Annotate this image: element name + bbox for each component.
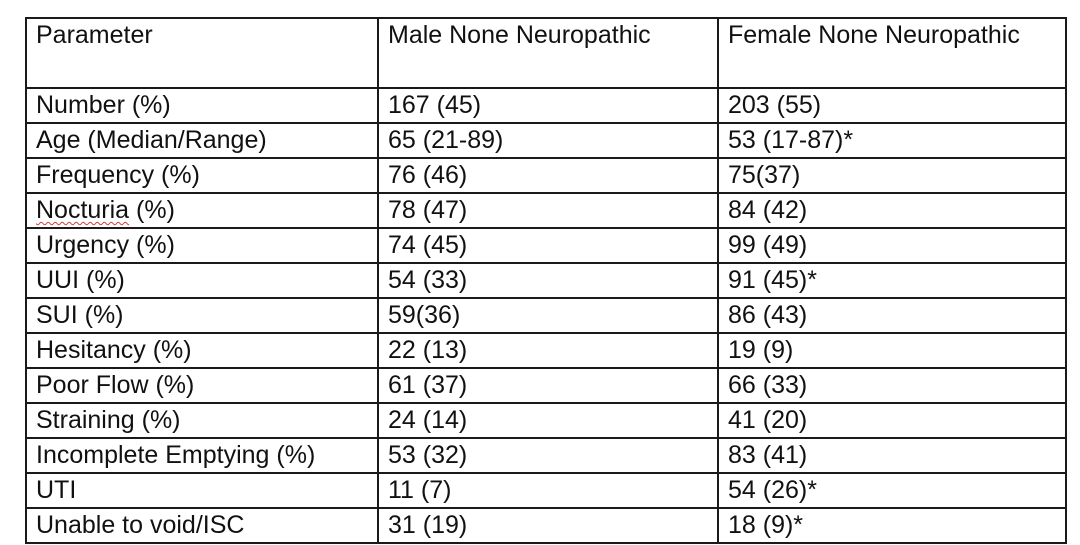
female-value-cell: 99 (49) bbox=[717, 227, 1067, 264]
parameter-cell: Straining (%) bbox=[25, 402, 379, 439]
header-male-none-neuropathic: Male None Neuropathic bbox=[377, 17, 719, 89]
female-value-cell: 41 (20) bbox=[717, 402, 1067, 439]
table-row: Frequency (%) 76 (46) 75(37) bbox=[25, 157, 1067, 194]
male-value-cell: 31 (19) bbox=[377, 507, 719, 544]
male-value-cell: 24 (14) bbox=[377, 402, 719, 439]
parameter-cell: UUI (%) bbox=[25, 262, 379, 299]
parameter-cell: Incomplete Emptying (%) bbox=[25, 437, 379, 474]
female-value-cell: 86 (43) bbox=[717, 297, 1067, 334]
female-value-cell: 84 (42) bbox=[717, 192, 1067, 229]
parameter-cell: Nocturia (%) bbox=[25, 192, 379, 229]
table-row: SUI (%) 59(36) 86 (43) bbox=[25, 297, 1067, 334]
table-row: Unable to void/ISC 31 (19) 18 (9)* bbox=[25, 507, 1067, 544]
female-value-cell: 18 (9)* bbox=[717, 507, 1067, 544]
spellcheck-underlined-word: Nocturia bbox=[36, 196, 130, 224]
parameter-cell: UTI bbox=[25, 472, 379, 509]
male-value-cell: 74 (45) bbox=[377, 227, 719, 264]
parameter-cell: Unable to void/ISC bbox=[25, 507, 379, 544]
parameter-cell: Number (%) bbox=[25, 87, 379, 124]
table-row: Number (%) 167 (45) 203 (55) bbox=[25, 87, 1067, 124]
table-row: Nocturia (%) 78 (47) 84 (42) bbox=[25, 192, 1067, 229]
male-value-cell: 22 (13) bbox=[377, 332, 719, 369]
data-table: Parameter Male None Neuropathic Female N… bbox=[25, 17, 1067, 544]
female-value-cell: 203 (55) bbox=[717, 87, 1067, 124]
female-value-cell: 54 (26)* bbox=[717, 472, 1067, 509]
table-row: Incomplete Emptying (%) 53 (32) 83 (41) bbox=[25, 437, 1067, 474]
male-value-cell: 167 (45) bbox=[377, 87, 719, 124]
male-value-cell: 61 (37) bbox=[377, 367, 719, 404]
parameter-cell: Age (Median/Range) bbox=[25, 122, 379, 159]
parameter-cell: SUI (%) bbox=[25, 297, 379, 334]
header-parameter: Parameter bbox=[25, 17, 379, 89]
male-value-cell: 53 (32) bbox=[377, 437, 719, 474]
male-value-cell: 76 (46) bbox=[377, 157, 719, 194]
male-value-cell: 54 (33) bbox=[377, 262, 719, 299]
parameter-cell: Urgency (%) bbox=[25, 227, 379, 264]
female-value-cell: 91 (45)* bbox=[717, 262, 1067, 299]
male-value-cell: 65 (21-89) bbox=[377, 122, 719, 159]
parameter-cell: Poor Flow (%) bbox=[25, 367, 379, 404]
female-value-cell: 66 (33) bbox=[717, 367, 1067, 404]
parameter-cell: Frequency (%) bbox=[25, 157, 379, 194]
female-value-cell: 83 (41) bbox=[717, 437, 1067, 474]
table-row: Urgency (%) 74 (45) 99 (49) bbox=[25, 227, 1067, 264]
male-value-cell: 59(36) bbox=[377, 297, 719, 334]
table-header-row: Parameter Male None Neuropathic Female N… bbox=[25, 17, 1067, 89]
table-row: Age (Median/Range) 65 (21-89) 53 (17-87)… bbox=[25, 122, 1067, 159]
table-row: UTI 11 (7) 54 (26)* bbox=[25, 472, 1067, 509]
table-row: Poor Flow (%) 61 (37) 66 (33) bbox=[25, 367, 1067, 404]
parameter-cell: Hesitancy (%) bbox=[25, 332, 379, 369]
table-row: UUI (%) 54 (33) 91 (45)* bbox=[25, 262, 1067, 299]
male-value-cell: 78 (47) bbox=[377, 192, 719, 229]
female-value-cell: 75(37) bbox=[717, 157, 1067, 194]
female-value-cell: 19 (9) bbox=[717, 332, 1067, 369]
parameter-suffix: (%) bbox=[129, 196, 175, 224]
table-row: Straining (%) 24 (14) 41 (20) bbox=[25, 402, 1067, 439]
table-row: Hesitancy (%) 22 (13) 19 (9) bbox=[25, 332, 1067, 369]
male-value-cell: 11 (7) bbox=[377, 472, 719, 509]
female-value-cell: 53 (17-87)* bbox=[717, 122, 1067, 159]
header-female-none-neuropathic: Female None Neuropathic bbox=[717, 17, 1067, 89]
